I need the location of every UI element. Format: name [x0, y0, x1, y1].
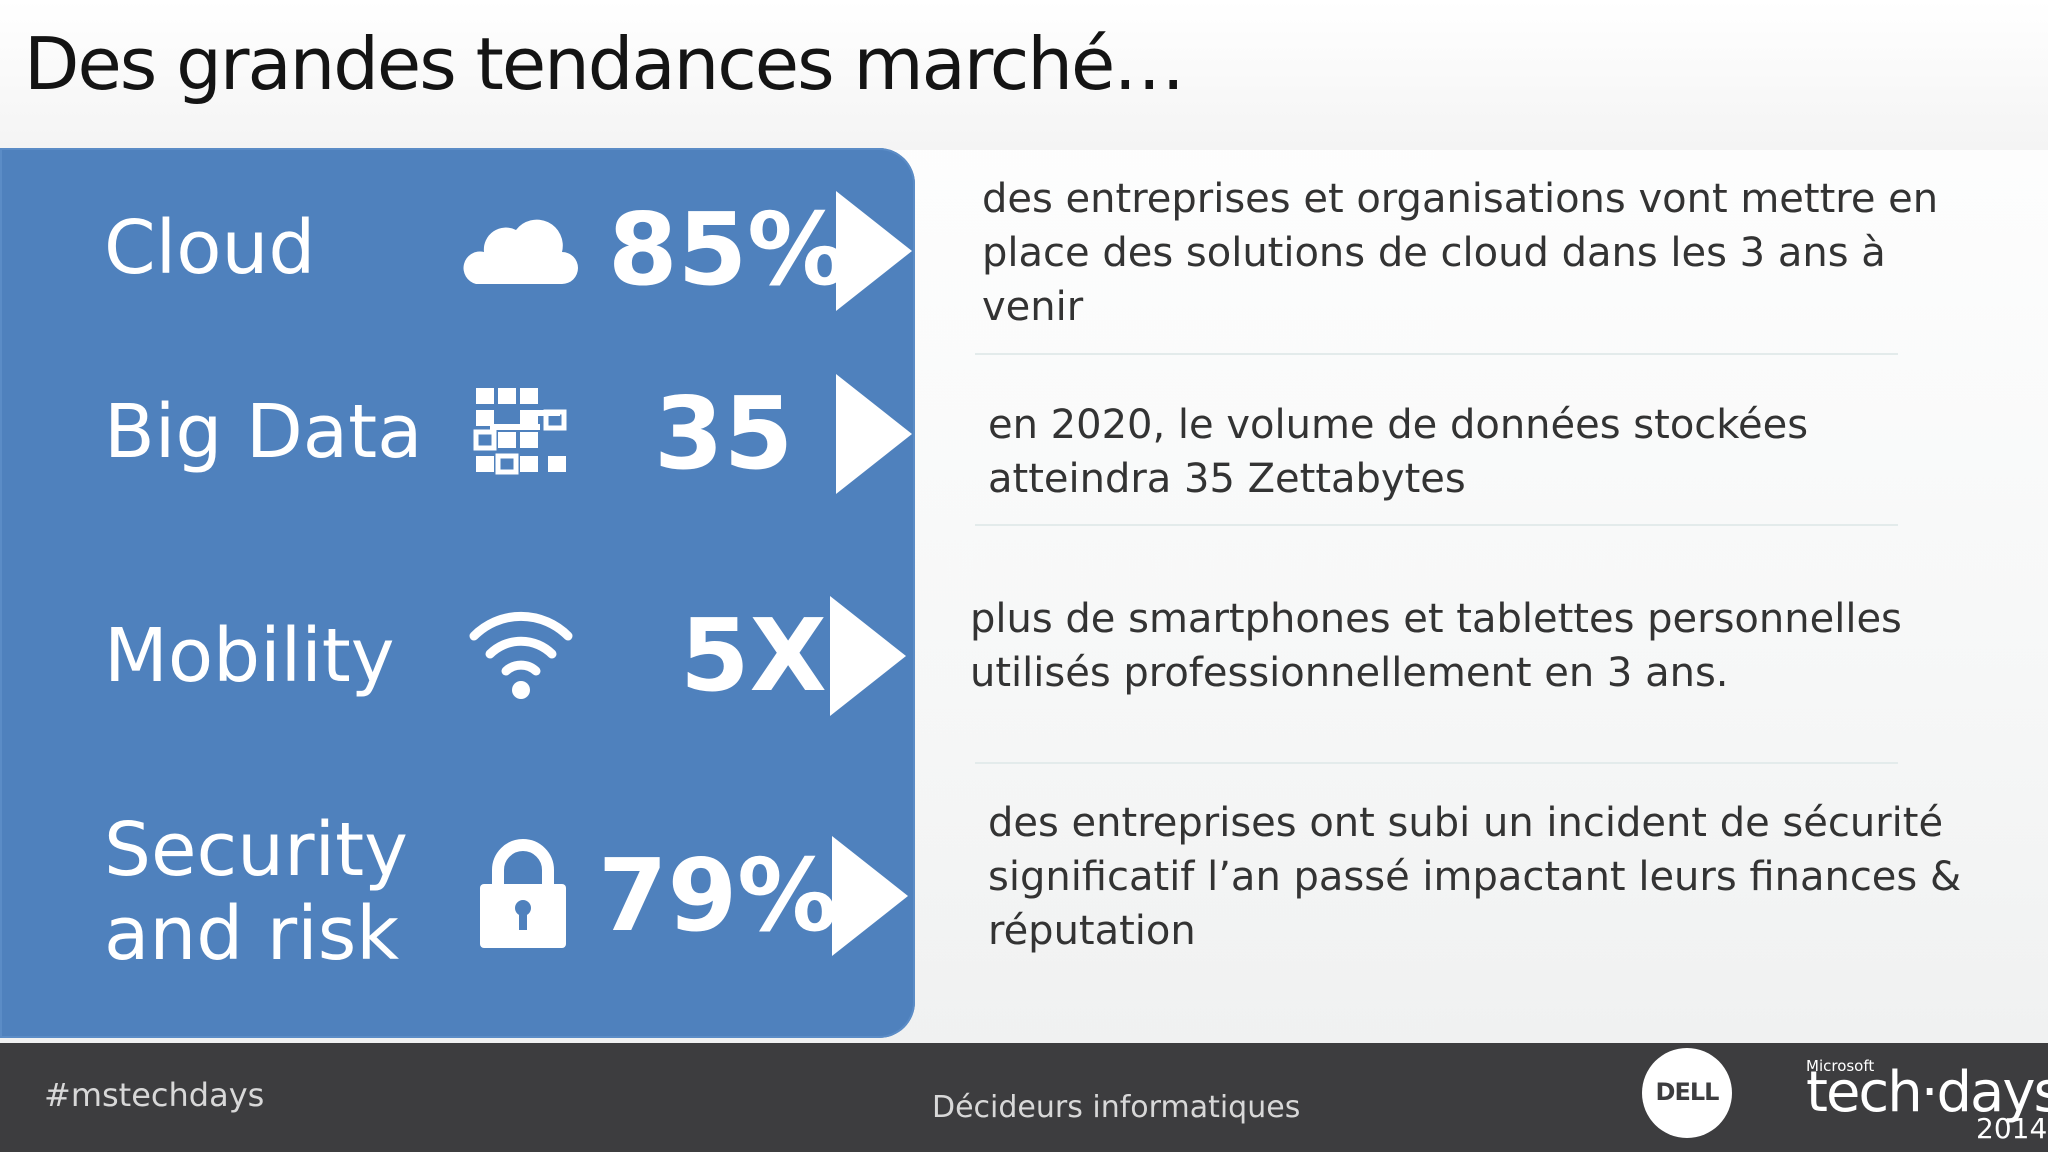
lock-icon	[480, 839, 566, 948]
trend-stat-security: 79%	[598, 837, 838, 954]
trend-desc-mobility: plus de smartphones et tablettes personn…	[970, 596, 1902, 696]
trend-arrow-mobility	[830, 596, 906, 716]
dell-logo-text: DELL	[1655, 1078, 1720, 1106]
dell-logo: DELL	[1646, 1052, 1728, 1134]
trends-panel	[0, 148, 915, 1038]
wifi-icon	[469, 611, 573, 699]
trend-label-security-line2: and risk	[104, 891, 400, 977]
footer-hashtag: #mstechdays	[44, 1076, 265, 1114]
trend-desc-security: des entreprises ont subi un incident de …	[988, 800, 1962, 954]
trend-label-security: Security and risk	[104, 808, 408, 976]
slide-title: Des grandes tendances marché…	[24, 22, 1185, 106]
trend-arrow-big-data	[836, 374, 912, 494]
trend-label-cloud: Cloud	[104, 205, 316, 291]
microsoft-label: Microsoft	[1806, 1057, 1875, 1075]
trend-label-mobility: Mobility	[104, 613, 395, 699]
trend-arrow-security	[832, 836, 908, 956]
trend-label-security-line1: Security	[104, 807, 408, 893]
techdays-logo: tech·days	[1806, 1060, 2048, 1125]
separator	[975, 524, 1898, 526]
trend-stat-mobility: 5X	[680, 597, 827, 714]
trend-stat-big-data: 35	[654, 375, 794, 492]
footer-center-text: Décideurs informatiques	[932, 1090, 1301, 1125]
trend-arrow-cloud	[836, 191, 912, 311]
techdays-year: 2014	[1976, 1112, 2048, 1145]
trend-stat-cloud: 85%	[608, 191, 848, 308]
trend-label-big-data: Big Data	[104, 389, 423, 475]
trend-desc-cloud: des entreprises et organisations vont me…	[982, 176, 1939, 330]
separator	[975, 353, 1898, 355]
data-blocks-icon	[473, 388, 567, 475]
cloud-icon	[463, 219, 578, 284]
trend-desc-big-data: en 2020, le volume de données stockées a…	[988, 402, 1809, 502]
separator	[975, 762, 1898, 764]
title-band	[0, 0, 2048, 150]
